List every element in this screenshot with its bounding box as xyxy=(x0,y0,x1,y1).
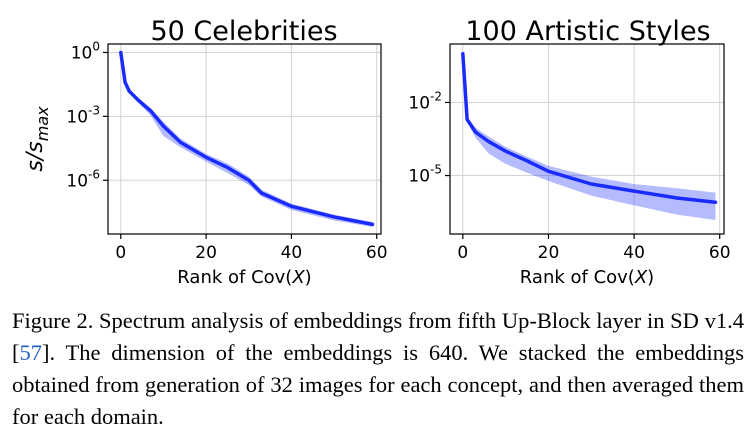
x-axis-label-celebrities: Rank of Cov(X) xyxy=(177,267,311,288)
y-tick-label: 10-3 xyxy=(66,103,100,127)
grid-celebrities xyxy=(108,44,381,234)
x-tick-label: 0 xyxy=(115,243,126,263)
y-tick-label: 10-6 xyxy=(66,167,100,191)
x-tick-label: 40 xyxy=(281,243,303,263)
x-tick-label: 20 xyxy=(195,243,217,263)
figure-caption: Figure 2. Spectrum analysis of embedding… xyxy=(12,305,744,433)
mean-line-artistic-styles xyxy=(461,51,718,205)
plot-frame-celebrities xyxy=(107,43,382,235)
x-axis-label-artistic-styles: Rank of Cov(X) xyxy=(520,267,654,288)
y-axis-label-celebrities: s/smax xyxy=(23,106,52,172)
x-tick-label: 20 xyxy=(538,243,560,263)
mean-line-celebrities xyxy=(119,50,375,227)
confidence-band-artistic-styles xyxy=(462,53,716,221)
plot-frame-artistic-styles xyxy=(449,43,725,235)
x-tick-label: 0 xyxy=(457,243,468,263)
y-tick-label: 10-2 xyxy=(408,89,442,113)
chart-panel-celebrities: 0 20 40 60 100 10-3 10-6 50 Celebrities Rank of … xyxy=(23,16,388,288)
chart-title-artistic-styles: 100 Artistic Styles xyxy=(465,16,710,47)
figure: 0 20 40 60 100 10-3 10-6 50 Celebrities Rank of … xyxy=(23,16,731,288)
y-tick-label: 10-5 xyxy=(408,163,442,187)
chart-panel-artistic-styles: 0 20 40 60 10-2 10-5 100 Artistic Styles Rank o… xyxy=(408,16,730,288)
grid-artistic-styles xyxy=(450,44,724,234)
chart-title-celebrities: 50 Celebrities xyxy=(150,16,337,47)
confidence-band-celebrities xyxy=(120,52,373,227)
citation-link[interactable]: 57 xyxy=(19,340,43,365)
caption-text-end: ]. The dimension of the embeddings is 64… xyxy=(12,340,744,429)
caption-text-start: Figure 2. Spectrum analysis of embedding… xyxy=(12,308,744,365)
x-tick-label: 60 xyxy=(366,243,388,263)
y-tick-label: 100 xyxy=(71,39,100,63)
x-tick-label: 60 xyxy=(709,243,731,263)
x-tick-label: 40 xyxy=(623,243,645,263)
